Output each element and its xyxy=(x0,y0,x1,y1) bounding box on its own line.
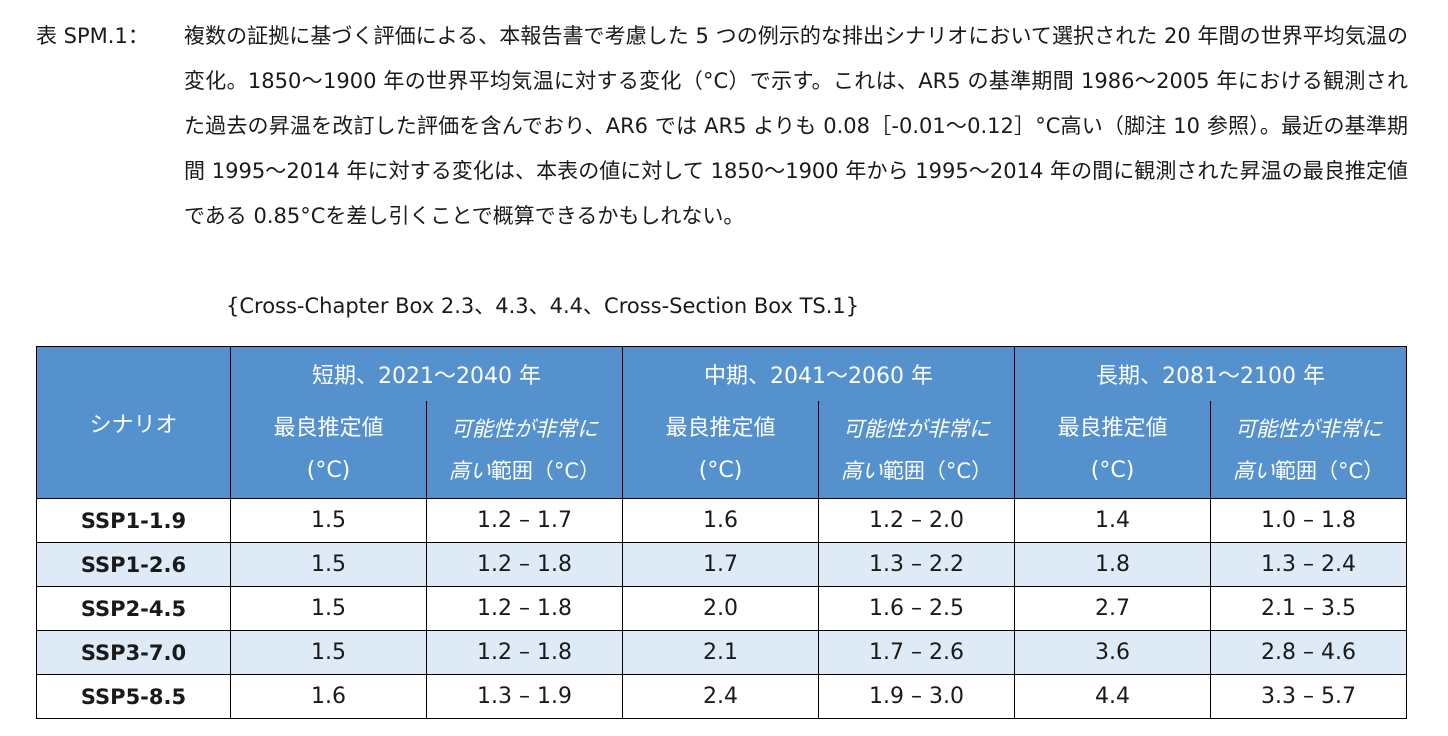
long-best: 3.6 xyxy=(1014,630,1212,675)
near-range: 1.2 – 1.8 xyxy=(425,630,624,675)
very-likely-range-header: 可能性が非常に 高い範囲（°C） xyxy=(425,401,624,499)
mid-best: 1.7 xyxy=(622,542,820,587)
near-best: 1.5 xyxy=(230,542,427,587)
caption-text: 複数の証拠に基づく評価による、本報告書で考慮した 5 つの例示的な排出シナリオに… xyxy=(184,24,1409,228)
near-range: 1.3 – 1.9 xyxy=(425,674,624,719)
table-row: SSP1-1.9 1.5 1.2 – 1.7 1.6 1.2 – 2.0 1.4… xyxy=(36,498,1408,543)
scenario-name: SSP1-2.6 xyxy=(36,542,231,587)
table-row: SSP1-2.6 1.5 1.2 – 1.8 1.7 1.3 – 2.2 1.8… xyxy=(36,542,1408,587)
near-range: 1.2 – 1.7 xyxy=(425,498,624,543)
mid-best: 2.0 xyxy=(622,586,820,631)
scenario-name: SSP1-1.9 xyxy=(36,498,231,543)
long-range: 1.0 – 1.8 xyxy=(1210,498,1408,543)
near-range: 1.2 – 1.8 xyxy=(425,586,624,631)
long-best: 2.7 xyxy=(1014,586,1212,631)
period-header-near: 短期、2021～2040 年 xyxy=(229,346,624,401)
table-row: SSP3-7.0 1.5 1.2 – 1.8 2.1 1.7 – 2.6 3.6… xyxy=(36,630,1408,675)
scenario-name: SSP3-7.0 xyxy=(36,630,231,675)
mid-best: 1.6 xyxy=(622,498,820,543)
very-likely-range-header: 可能性が非常に 高い範囲（°C） xyxy=(1210,401,1408,499)
best-estimate-header: 最良推定値 (°C) xyxy=(622,401,820,499)
very-likely-range-header: 可能性が非常に 高い範囲（°C） xyxy=(818,401,1016,499)
table-row: SSP5-8.5 1.6 1.3 – 1.9 2.4 1.9 – 3.0 4.4… xyxy=(36,674,1408,719)
period-header-long: 長期、2081～2100 年 xyxy=(1014,346,1408,401)
mid-range: 1.2 – 2.0 xyxy=(818,498,1016,543)
long-range: 3.3 – 5.7 xyxy=(1210,674,1408,719)
long-range: 2.8 – 4.6 xyxy=(1210,630,1408,675)
mid-range: 1.3 – 2.2 xyxy=(818,542,1016,587)
near-best: 1.5 xyxy=(230,630,427,675)
long-range: 2.1 – 3.5 xyxy=(1210,586,1408,631)
caption-label: 表 SPM.1： xyxy=(36,24,149,48)
table-row: SSP2-4.5 1.5 1.2 – 1.8 2.0 1.6 – 2.5 2.7… xyxy=(36,586,1408,631)
long-best: 4.4 xyxy=(1014,674,1212,719)
mid-best: 2.4 xyxy=(622,674,820,719)
mid-range: 1.7 – 2.6 xyxy=(818,630,1016,675)
near-range: 1.2 – 1.8 xyxy=(425,542,624,587)
period-header-mid: 中期、2041～2060 年 xyxy=(622,346,1016,401)
long-best: 1.8 xyxy=(1014,542,1212,587)
mid-range: 1.6 – 2.5 xyxy=(818,586,1016,631)
long-best: 1.4 xyxy=(1014,498,1212,543)
best-estimate-header: 最良推定値 (°C) xyxy=(230,401,427,499)
scenario-header: シナリオ xyxy=(36,346,231,499)
near-best: 1.6 xyxy=(230,674,427,719)
near-best: 1.5 xyxy=(230,586,427,631)
temperature-change-table: シナリオ 短期、2021～2040 年 中期、2041～2060 年 長期、20… xyxy=(36,346,1408,719)
scenario-name: SSP2-4.5 xyxy=(36,586,231,631)
long-range: 1.3 – 2.4 xyxy=(1210,542,1408,587)
near-best: 1.5 xyxy=(230,498,427,543)
best-estimate-header: 最良推定値 (°C) xyxy=(1014,401,1212,499)
mid-best: 2.1 xyxy=(622,630,820,675)
mid-range: 1.9 – 3.0 xyxy=(818,674,1016,719)
caption-reference: {Cross-Chapter Box 2.3、4.3、4.4、Cross-Sec… xyxy=(226,294,860,318)
scenario-name: SSP5-8.5 xyxy=(36,674,231,719)
